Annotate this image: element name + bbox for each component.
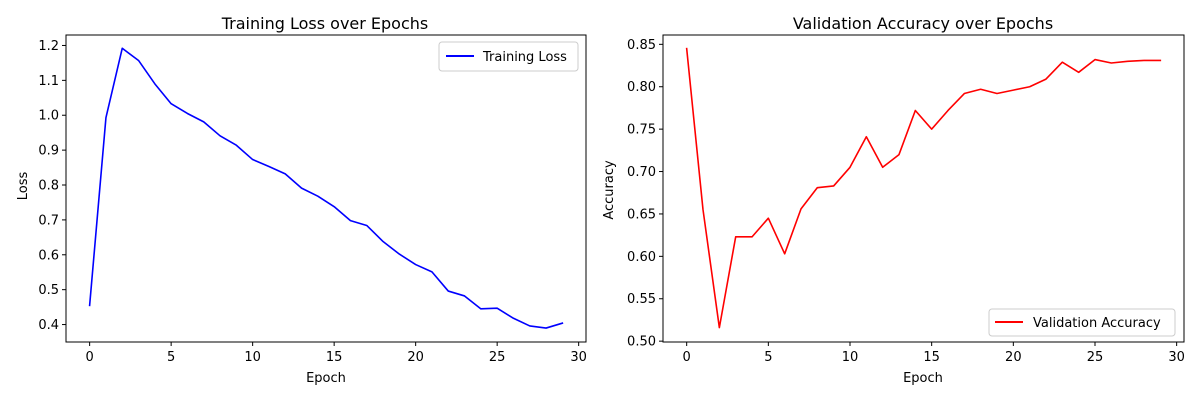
y-tick-label: 1.2 [38, 39, 59, 54]
x-tick-label: 5 [764, 350, 772, 365]
y-axis-label: Loss [16, 172, 31, 201]
y-tick-label: 0.9 [38, 144, 59, 159]
y-tick-label: 0.55 [627, 292, 656, 307]
y-tick-label: 0.8 [38, 179, 59, 194]
x-tick-label: 15 [923, 350, 940, 365]
y-axis-label: Accuracy [602, 160, 617, 220]
y-tick-label: 0.50 [627, 335, 656, 350]
x-tick-label: 0 [683, 350, 691, 365]
y-tick-label: 0.5 [38, 283, 59, 298]
y-tick-label: 0.80 [627, 80, 656, 95]
x-tick-label: 20 [407, 350, 424, 365]
y-tick-label: 1.1 [38, 74, 59, 89]
x-axis-label: Epoch [306, 371, 346, 386]
series-group [685, 47, 1162, 329]
y-tick-label: 1.0 [38, 109, 59, 124]
y-tick-label: 0.60 [627, 250, 656, 265]
x-tick-label: 25 [1087, 350, 1104, 365]
x-tick-label: 5 [167, 350, 175, 365]
y-tick-label: 0.70 [627, 165, 656, 180]
legend-label: Validation Accuracy [1033, 316, 1161, 331]
legend: Training Loss [438, 41, 579, 72]
axis-ticks: 0 5 10 15 20 25 30 0.4 0.5 0.6 0.7 0.8 0.9 1.0 1.1 1.2 [38, 39, 587, 365]
y-tick-label: 0.65 [627, 207, 656, 222]
x-tick-label: 30 [570, 350, 587, 365]
y-tick-label: 0.6 [38, 248, 59, 263]
validation-accuracy-chart: Validation Accuracy over Epochs Epoch Ac… [602, 14, 1185, 386]
legend: Validation Accuracy [988, 308, 1176, 337]
x-tick-label: 20 [1005, 350, 1022, 365]
legend-box [438, 41, 579, 72]
chart-title: Training Loss over Epochs [221, 14, 429, 33]
x-tick-label: 15 [326, 350, 343, 365]
series-group [88, 47, 564, 329]
x-tick-label: 30 [1168, 350, 1185, 365]
x-tick-label: 25 [489, 350, 506, 365]
plot-frame [662, 34, 1185, 343]
y-tick-label: 0.4 [38, 318, 59, 333]
legend-box [988, 308, 1176, 337]
plot-frame [65, 34, 587, 343]
x-tick-label: 10 [842, 350, 859, 365]
axis-ticks: 0 5 10 15 20 25 30 0.50 0.55 0.60 0.65 0.70 0.75 0.80… [627, 38, 1185, 365]
x-tick-label: 0 [85, 350, 93, 365]
training-loss-chart: Training Loss over Epochs Epoch Loss 0 5 1… [16, 14, 587, 386]
x-axis-label: Epoch [903, 371, 943, 386]
x-tick-label: 10 [244, 350, 261, 365]
y-tick-label: 0.85 [627, 38, 656, 53]
series-line [88, 47, 564, 329]
series-line [685, 47, 1162, 329]
chart-title: Validation Accuracy over Epochs [793, 14, 1053, 33]
y-tick-label: 0.75 [627, 123, 656, 138]
y-tick-label: 0.7 [38, 213, 59, 228]
legend-label: Training Loss [482, 50, 567, 65]
